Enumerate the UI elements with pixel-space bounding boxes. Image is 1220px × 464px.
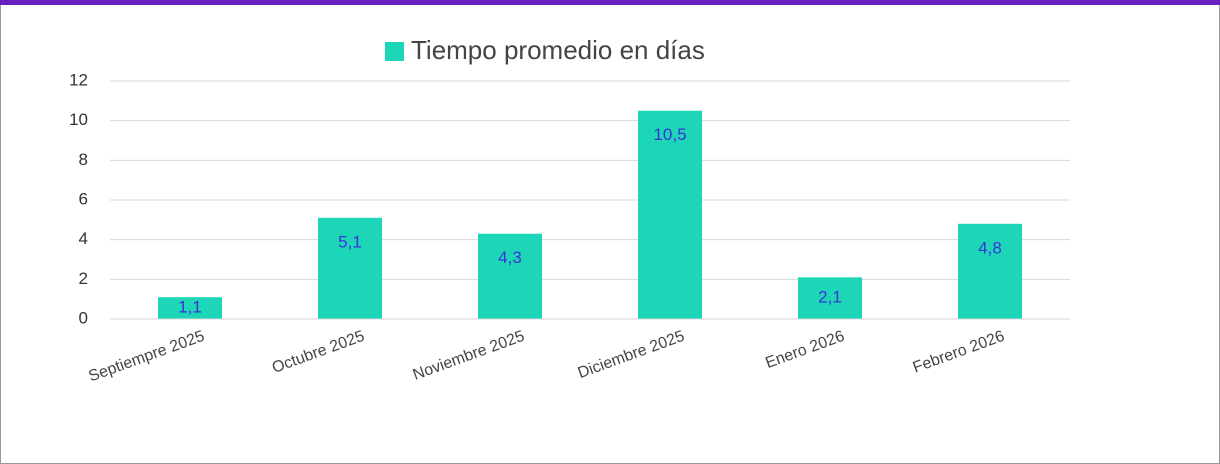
data-label: 4,3	[498, 248, 522, 267]
data-label: 1,1	[178, 298, 202, 317]
data-label: 4,8	[978, 238, 1002, 257]
data-label: 5,1	[338, 232, 362, 251]
y-tick-label: 4	[79, 229, 88, 248]
data-label: 2,1	[818, 288, 842, 307]
bar	[318, 217, 382, 319]
y-tick-label: 10	[69, 110, 88, 129]
bar	[638, 110, 702, 319]
y-tick-label: 0	[79, 308, 88, 327]
y-tick-label: 12	[69, 70, 88, 89]
bar	[158, 297, 222, 319]
y-tick-label: 2	[79, 269, 88, 288]
legend-swatch	[385, 42, 404, 61]
data-label: 10,5	[653, 125, 686, 144]
top-bar	[0, 0, 1220, 5]
bar	[798, 277, 862, 319]
bar	[478, 233, 542, 319]
legend-label: Tiempo promedio en días	[411, 35, 705, 65]
y-tick-label: 6	[79, 189, 88, 208]
bar	[958, 223, 1022, 319]
y-tick-label: 8	[79, 150, 88, 169]
